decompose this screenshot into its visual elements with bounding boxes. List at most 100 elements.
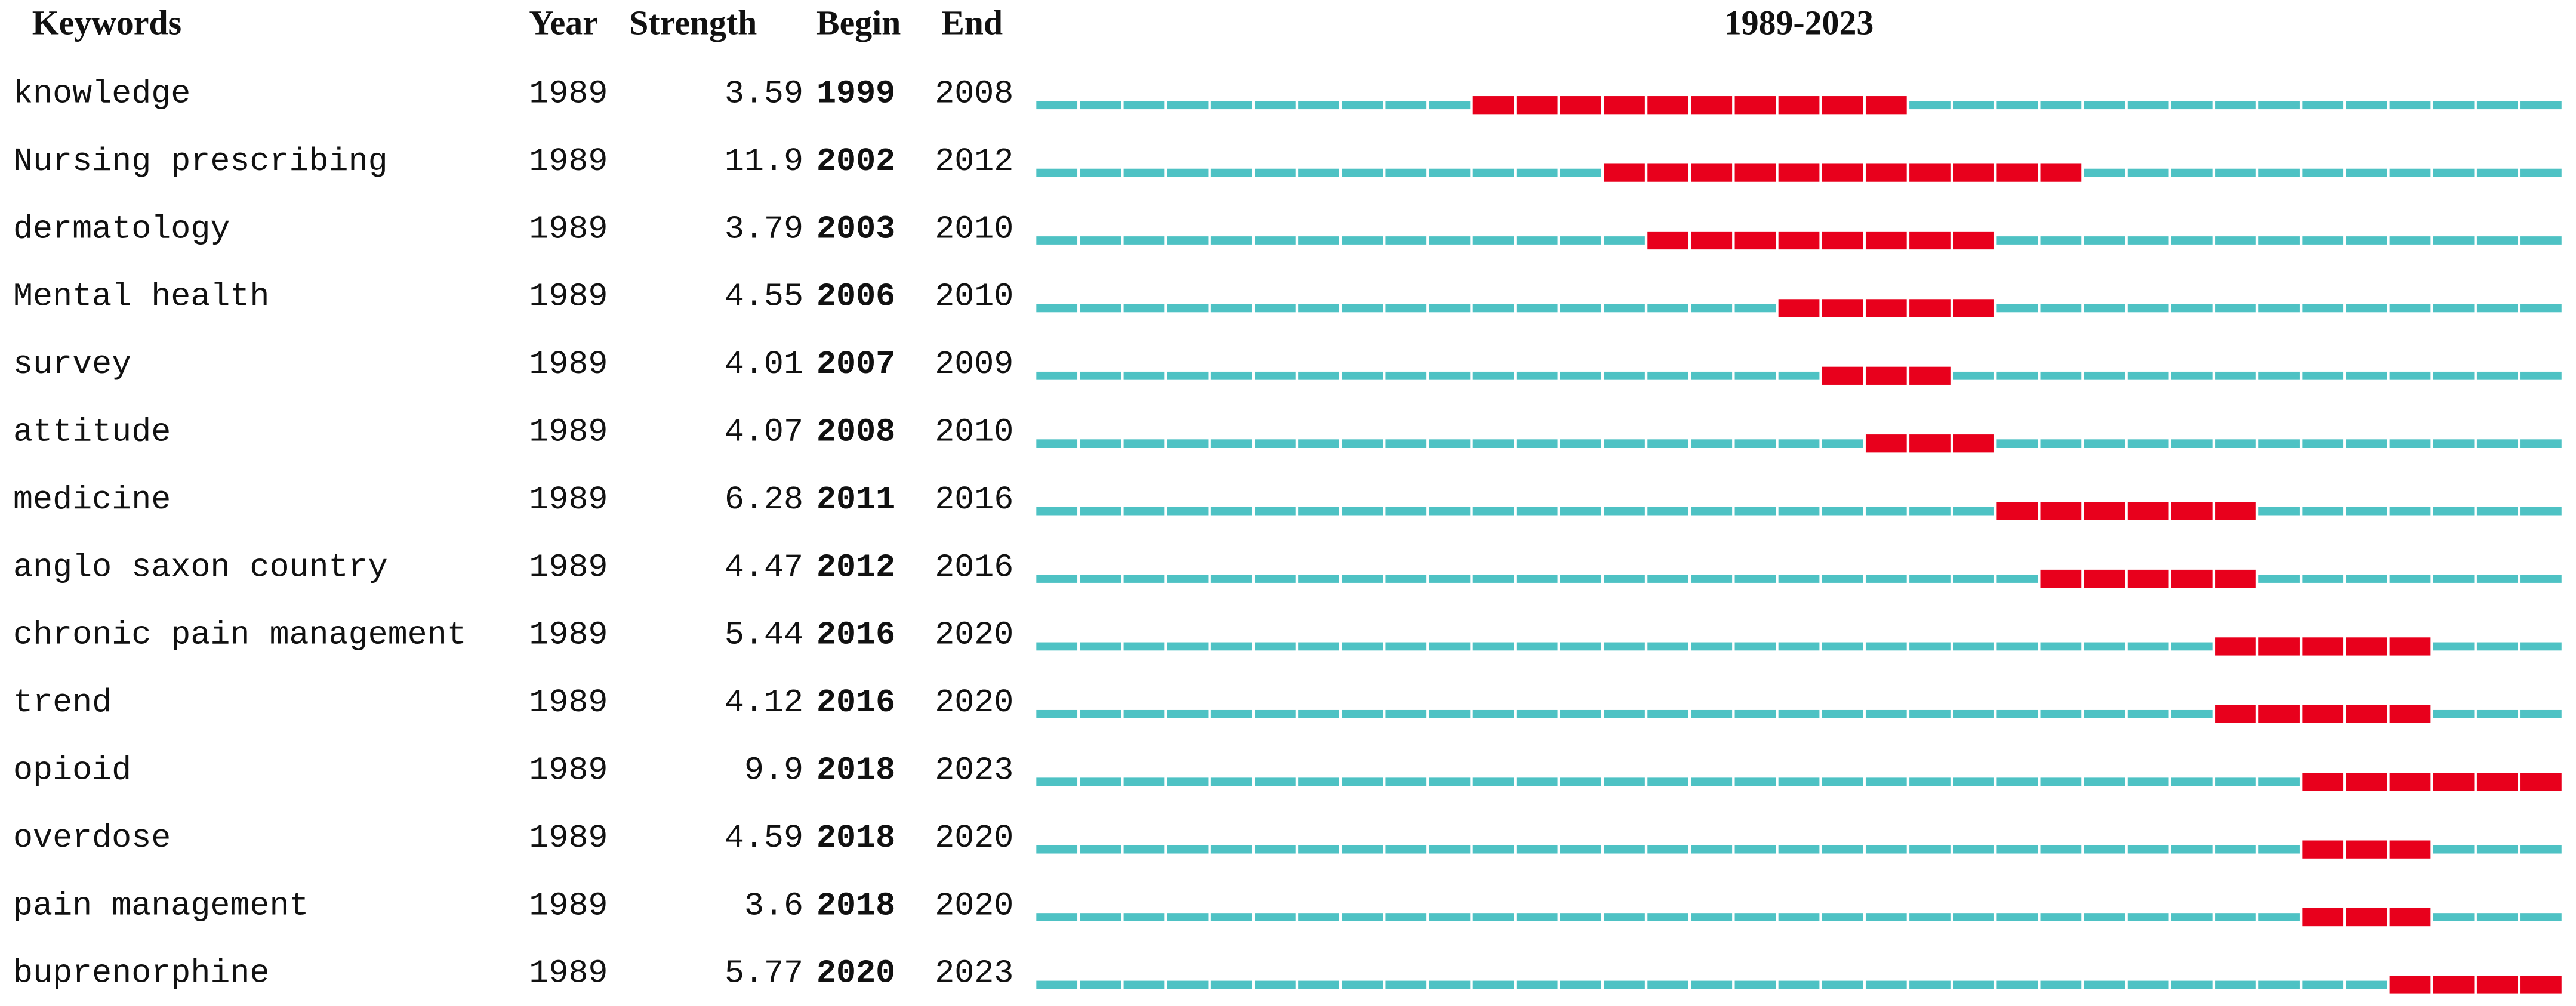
timeline-segment [2520, 507, 2562, 516]
timeline-segment [2171, 101, 2213, 110]
timeline-segment [1080, 913, 1121, 921]
timeline-segment [1080, 980, 1121, 989]
timeline-segment [1560, 439, 1601, 448]
burst-segment [2127, 569, 2169, 588]
timeline-segment [2520, 304, 2562, 313]
timeline-segment [1734, 845, 1776, 854]
burst-segment [2040, 163, 2082, 182]
burst-segment [2389, 773, 2431, 791]
timeline-segment [1385, 371, 1427, 380]
begin: 1999 [816, 75, 895, 112]
burst-segment [1865, 299, 1907, 317]
timeline-segment [1778, 371, 1820, 380]
burst-segment [1778, 231, 1820, 250]
year: 1989 [529, 413, 608, 450]
burst-segment [2302, 705, 2344, 723]
timeline-segment [2127, 371, 2169, 380]
timeline-segment [2215, 168, 2256, 177]
timeline-segment [1865, 642, 1907, 651]
timeline-segment [2258, 507, 2300, 516]
timeline-segment [1604, 913, 1645, 921]
timeline-segment [2520, 371, 2562, 380]
timeline-segment [2520, 709, 2562, 718]
timeline-segment [2040, 371, 2082, 380]
timeline-segment [2258, 304, 2300, 313]
timeline-segment [1123, 371, 1165, 380]
end: 2016 [935, 481, 1013, 519]
keyword: Mental health [13, 278, 269, 316]
burst-segment [1822, 366, 1863, 385]
timeline-segment [1734, 575, 1776, 583]
timeline-segment [1647, 709, 1688, 718]
timeline-segment [1996, 709, 2038, 718]
end: 2016 [935, 548, 1013, 586]
timeline-segment [1080, 439, 1121, 448]
keyword: chronic pain management [13, 616, 467, 654]
timeline-segment [1822, 980, 1863, 989]
timeline-segment [1909, 777, 1951, 786]
timeline-segment [1822, 777, 1863, 786]
burst-segment [2215, 705, 2256, 723]
timeline-segment [1822, 439, 1863, 448]
timeline-segment [1123, 507, 1165, 516]
timeline-segment [1342, 845, 1383, 854]
timeline-segment [1516, 168, 1558, 177]
keyword: attitude [13, 413, 171, 450]
keyword: trend [13, 684, 112, 721]
timeline-segment [2302, 101, 2344, 110]
timeline-segment [1822, 507, 1863, 516]
timeline-segment [2040, 101, 2082, 110]
timeline-segment [1123, 845, 1165, 854]
timeline-segment [1865, 913, 1907, 921]
timeline-segment [2476, 101, 2518, 110]
timeline-segment [2084, 439, 2125, 448]
timeline-segment [1647, 507, 1688, 516]
timeline-segment [1255, 168, 1296, 177]
timeline-segment [2389, 439, 2431, 448]
timeline-segment [2258, 845, 2300, 854]
timeline-segment [2215, 304, 2256, 313]
burst-segment [1865, 163, 1907, 182]
timeline-segment [1604, 575, 1645, 583]
timeline-segment [1080, 371, 1121, 380]
timeline-segment [1691, 777, 1733, 786]
timeline-segment [1647, 913, 1688, 921]
burst-segment [1996, 502, 2038, 520]
burst-segment [2476, 773, 2518, 791]
year: 1989 [529, 210, 608, 248]
timeline-segment [1953, 575, 1994, 583]
strength: 11.9 [725, 143, 803, 180]
timeline-segment [1298, 913, 1339, 921]
timeline-segment [1385, 439, 1427, 448]
burst-segment [2302, 908, 2344, 927]
timeline-segment [2215, 101, 2256, 110]
end: 2023 [935, 955, 1013, 992]
timeline-segment [2171, 845, 2213, 854]
burst-segment [1604, 163, 1645, 182]
begin: 2016 [816, 684, 895, 721]
timeline-segment [2346, 101, 2387, 110]
timeline-segment [1429, 845, 1471, 854]
timeline-segment [2433, 371, 2475, 380]
timeline-segment [1560, 371, 1601, 380]
keyword: Nursing prescribing [13, 143, 388, 180]
timeline-segment [2346, 236, 2387, 245]
timeline-segment [2258, 777, 2300, 786]
strength: 4.59 [725, 819, 803, 857]
timeline-segment [2433, 304, 2475, 313]
timeline-segment [1342, 236, 1383, 245]
timeline-segment [1123, 304, 1165, 313]
burst-segment [2084, 502, 2125, 520]
timeline-segment [1298, 168, 1339, 177]
burst-segment [2389, 705, 2431, 723]
timeline-segment [1472, 913, 1514, 921]
begin: 2018 [816, 887, 895, 924]
timeline-segment [1516, 777, 1558, 786]
burst-segment [1909, 231, 1951, 250]
timeline-segment [1167, 101, 1209, 110]
burst-segment [2433, 773, 2475, 791]
timeline-segment [1342, 439, 1383, 448]
burst-segment [2389, 637, 2431, 656]
timeline-segment [2389, 168, 2431, 177]
timeline-segment [2346, 575, 2387, 583]
